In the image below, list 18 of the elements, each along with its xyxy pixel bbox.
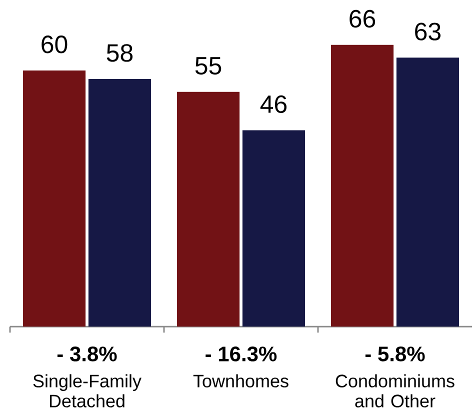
data-label: 66 (350, 10, 376, 28)
bar (331, 44, 394, 327)
bar (88, 79, 151, 327)
bar (396, 58, 459, 327)
x-tick-label: Townhomes (193, 374, 288, 388)
bar (242, 130, 305, 327)
bar (177, 92, 240, 327)
text: - 3.8% (57, 346, 117, 362)
data-label: 60 (42, 36, 68, 54)
x-tick-label: Single-Family Detached (33, 374, 142, 408)
bar (23, 70, 86, 327)
data-label: 55 (195, 57, 222, 75)
text: - 16.3% (206, 346, 277, 362)
data-label: 63 (415, 22, 441, 40)
text: - 5.8% (365, 346, 425, 362)
x-tick-label: Condominiums and Other (336, 374, 454, 408)
data-label: 46 (260, 95, 287, 114)
data-label: 58 (106, 44, 133, 62)
